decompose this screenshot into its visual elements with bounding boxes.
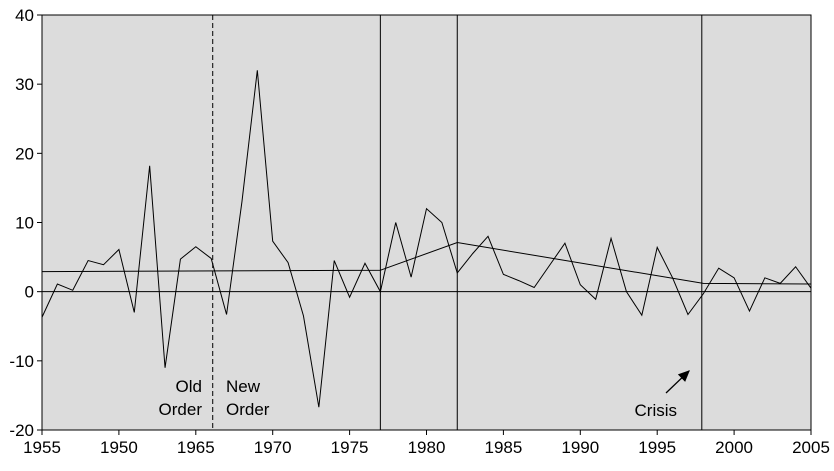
y-tick-label: -10 [9,352,34,371]
annotation-line: Order [159,400,203,419]
annotation: New Order [226,377,270,419]
x-tick-label: 1985 [484,438,522,457]
x-tick-label: 1995 [638,438,676,457]
x-tick-label: 1965 [177,438,215,457]
y-tick-label: 30 [15,75,34,94]
annotation-line: New [226,377,261,396]
annotation-line: Old [176,377,202,396]
x-tick-label: 1980 [408,438,446,457]
annotation: Crisis [635,401,678,420]
y-tick-label: 0 [25,283,34,302]
x-tick-label: 1970 [254,438,292,457]
x-tick-label: 1975 [331,438,369,457]
y-tick-label: 20 [15,144,34,163]
series-line [41,70,812,408]
y-tick-label: 10 [15,214,34,233]
y-tick-label: 40 [15,6,34,25]
annotation: Old Order [159,377,203,419]
x-tick-label: 2000 [715,438,753,457]
y-tick-label: -20 [9,421,34,440]
annotation-line: Order [226,400,270,419]
x-tick-label: 1955 [23,438,61,457]
annotation-line: Crisis [635,401,678,420]
series-line [41,242,812,285]
annotation-arrow [665,370,690,394]
x-tick-label: 2005 [792,438,830,457]
plot-area [41,14,812,431]
x-tick-label: 1950 [100,438,138,457]
x-tick-label: 1990 [561,438,599,457]
